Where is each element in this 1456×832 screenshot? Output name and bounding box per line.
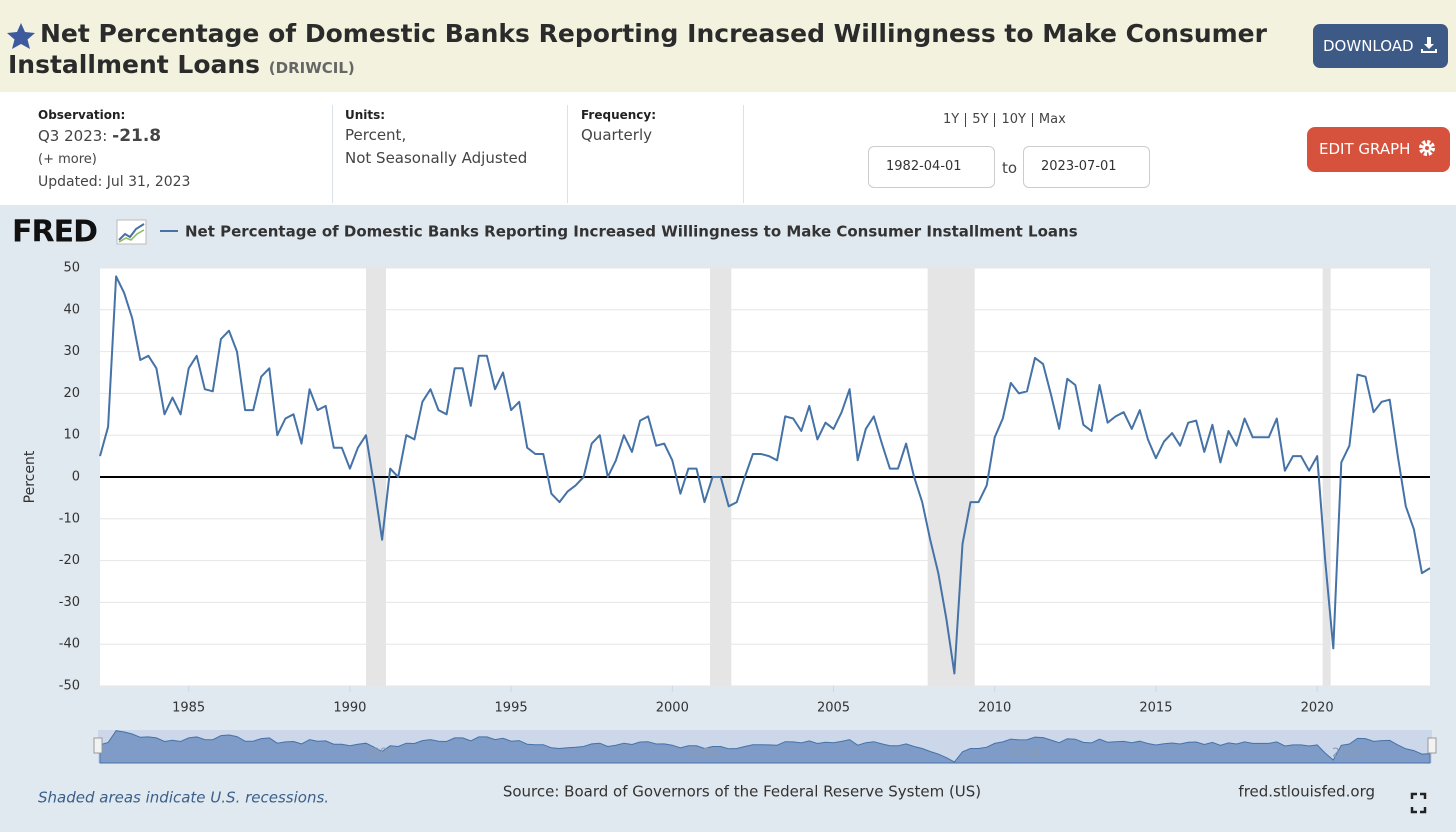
y-tick-label: 30 xyxy=(63,344,80,359)
y-tick-label: 50 xyxy=(63,261,80,276)
observation-value: -21.8 xyxy=(112,126,162,146)
end-date-input[interactable]: 2023-07-01 xyxy=(1023,146,1150,188)
frequency-label: Frequency: xyxy=(581,108,657,122)
navigator-area xyxy=(99,730,1431,764)
range-link[interactable]: 5Y xyxy=(965,113,994,127)
units: Percent, xyxy=(345,126,407,144)
x-tick-label: 1985 xyxy=(172,701,205,716)
legend-label: Net Percentage of Domestic Banks Reporti… xyxy=(185,223,1078,241)
x-tick-label: 2000 xyxy=(656,701,689,716)
range-link[interactable]: 10Y xyxy=(994,113,1031,127)
y-tick-label: -50 xyxy=(59,679,80,694)
range-links: 1Y 5Y 10Y Max xyxy=(937,113,1072,127)
title-text: Net Percentage of Domestic Banks Reporti… xyxy=(8,19,1267,79)
y-axis-label: Percent xyxy=(22,450,38,503)
source: Source: Board of Governors of the Federa… xyxy=(503,783,981,801)
units: Not Seasonally Adjusted xyxy=(345,149,528,167)
divider xyxy=(743,105,744,203)
x-tick-label: 2010 xyxy=(978,701,1011,716)
y-tick-label: 0 xyxy=(72,470,80,485)
y-tick-label: -30 xyxy=(59,595,80,610)
y-tick-label: -40 xyxy=(59,637,80,652)
x-tick-label: 1995 xyxy=(495,701,528,716)
header: Net Percentage of Domestic Banks Reporti… xyxy=(0,0,1456,92)
recession-note: Shaded areas indicate U.S. recessions. xyxy=(38,789,329,807)
range-link[interactable]: Max xyxy=(1031,113,1072,127)
navigator-tick-label: 1990 xyxy=(365,746,396,760)
gear-icon xyxy=(1419,140,1436,156)
series-line xyxy=(99,275,1431,675)
download-button[interactable]: DOWNLOAD xyxy=(1313,24,1448,68)
navigator-handle[interactable] xyxy=(1427,737,1437,754)
y-tick-label: -10 xyxy=(59,511,80,526)
fullscreen-icon[interactable] xyxy=(1410,792,1427,814)
y-tick-label: 10 xyxy=(63,428,80,443)
observation-date: Q3 2023: xyxy=(38,127,108,145)
series-id: (DRIWCIL) xyxy=(268,59,355,77)
title: Net Percentage of Domestic Banks Reporti… xyxy=(8,18,1278,84)
units-label: Units: xyxy=(345,108,386,122)
to-label: to xyxy=(1002,159,1018,177)
y-tick-label: 40 xyxy=(63,302,80,317)
x-tick-label: 1990 xyxy=(333,701,366,716)
star-icon[interactable] xyxy=(6,22,36,50)
navigator-tick-label: 2020 xyxy=(1332,746,1363,760)
download-icon xyxy=(1421,37,1438,53)
site-link[interactable]: fred.stlouisfed.org xyxy=(1238,783,1375,801)
navigator-handle[interactable] xyxy=(93,737,103,754)
edit-label: EDIT GRAPH xyxy=(1319,140,1411,158)
y-tick-label: -20 xyxy=(59,553,80,568)
divider xyxy=(332,105,333,203)
logo-icon xyxy=(116,219,147,245)
download-label: DOWNLOAD xyxy=(1323,37,1414,55)
x-tick-label: 2020 xyxy=(1301,701,1334,716)
chart: FRED Percent Shaded areas indicate U.S. … xyxy=(0,205,1456,832)
navigator-tick-label: 2010 xyxy=(1010,746,1041,760)
observation-label: Observation: xyxy=(38,108,126,122)
fred-logo: FRED xyxy=(12,215,97,250)
navigator-tick-label: 2000 xyxy=(687,746,718,760)
y-tick-label: 20 xyxy=(63,386,80,401)
start-date-input[interactable]: 1982-04-01 xyxy=(868,146,995,188)
x-tick-label: 2015 xyxy=(1139,701,1172,716)
x-tick-label: 2005 xyxy=(817,701,850,716)
more-link[interactable]: (+ more) xyxy=(38,152,97,167)
divider xyxy=(567,105,568,203)
edit-graph-button[interactable]: EDIT GRAPH xyxy=(1307,127,1450,172)
frequency: Quarterly xyxy=(581,126,652,144)
updated: Updated: Jul 31, 2023 xyxy=(38,174,191,190)
range-link[interactable]: 1Y xyxy=(943,112,960,127)
